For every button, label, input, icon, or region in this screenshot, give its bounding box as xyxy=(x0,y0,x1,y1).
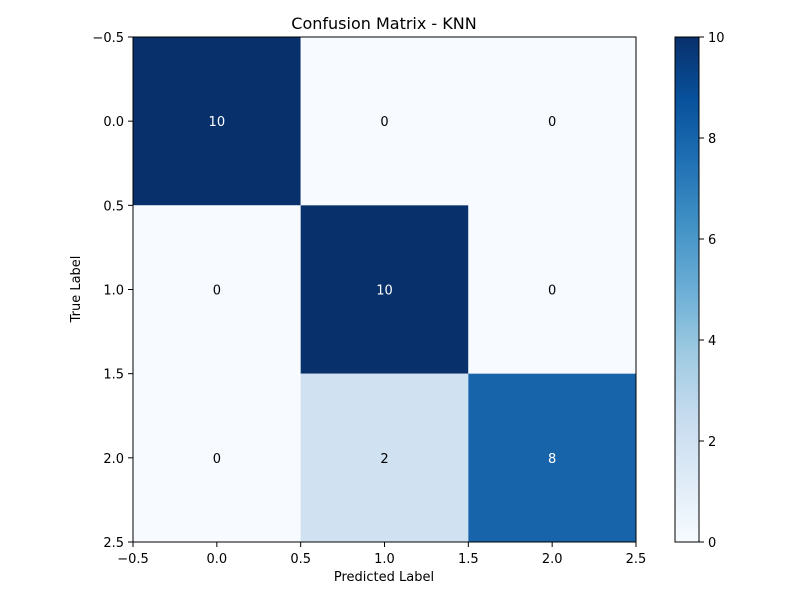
heatmap-cell-r0-c1 xyxy=(300,37,469,206)
heatmap-cell-r1-c1 xyxy=(300,205,469,374)
heatmap-cell-r2-c0 xyxy=(133,373,301,542)
heatmap-cell-r2-c1 xyxy=(300,373,469,542)
colorbar-tick-label: 0 xyxy=(708,536,716,551)
y-tick-label: 1.5 xyxy=(103,368,124,383)
cell-value-label-r0-c0: 10 xyxy=(209,115,226,130)
y-tick-label: 1.0 xyxy=(103,284,124,299)
y-tick-label: 0.5 xyxy=(103,199,124,214)
chart-title: Confusion Matrix - KNN xyxy=(291,14,476,33)
colorbar-tick-label: 10 xyxy=(708,31,725,46)
heatmap-cells xyxy=(133,37,636,542)
cell-value-label-r1-c1: 10 xyxy=(376,284,393,299)
y-axis-ticks: −0.5 0.0 0.5 1.0 1.5 2.0 2.5 xyxy=(92,31,133,551)
colorbar-ticks: 0 2 4 6 8 10 xyxy=(699,31,725,551)
heatmap-cell-r0-c0 xyxy=(133,37,301,206)
colorbar-tick-label: 4 xyxy=(708,334,716,349)
colorbar-tick-label: 2 xyxy=(708,435,716,450)
y-axis-label: True Label xyxy=(69,256,84,324)
cell-value-label-r2-c2: 8 xyxy=(548,452,556,467)
heatmap-cell-r0-c2 xyxy=(468,37,636,206)
x-tick-label: 0.0 xyxy=(206,552,227,567)
colorbar-tick-label: 6 xyxy=(708,233,716,248)
heatmap-cell-r1-c2 xyxy=(468,205,636,374)
y-tick-label: 0.0 xyxy=(103,115,124,130)
cell-value-label-r1-c2: 0 xyxy=(548,284,556,299)
x-axis-label: Predicted Label xyxy=(334,570,434,585)
y-tick-label: 2.5 xyxy=(103,536,124,551)
colorbar xyxy=(674,36,700,543)
x-tick-label: 0.5 xyxy=(290,552,311,567)
x-tick-label: 1.5 xyxy=(458,552,479,567)
x-tick-label: 1.0 xyxy=(374,552,395,567)
x-tick-label: 2.5 xyxy=(626,552,647,567)
cell-value-label-r2-c0: 0 xyxy=(213,452,221,467)
x-axis-ticks: −0.5 0.0 0.5 1.0 1.5 2.0 2.5 xyxy=(117,542,646,567)
x-tick-label: 2.0 xyxy=(542,552,563,567)
cell-value-label-r2-c1: 2 xyxy=(380,452,388,467)
colorbar-tick-label: 8 xyxy=(708,132,716,147)
heatmap-cell-labels: 10 0 0 0 10 0 0 2 8 xyxy=(209,115,557,467)
cell-value-label-r1-c0: 0 xyxy=(213,284,221,299)
y-tick-label: −0.5 xyxy=(92,31,124,46)
x-tick-label: −0.5 xyxy=(117,552,149,567)
heatmap-cell-r1-c0 xyxy=(133,205,301,374)
y-tick-label: 2.0 xyxy=(103,452,124,467)
heatmap-cell-r2-c2 xyxy=(468,373,636,542)
cell-value-label-r0-c2: 0 xyxy=(548,115,556,130)
cell-value-label-r0-c1: 0 xyxy=(380,115,388,130)
